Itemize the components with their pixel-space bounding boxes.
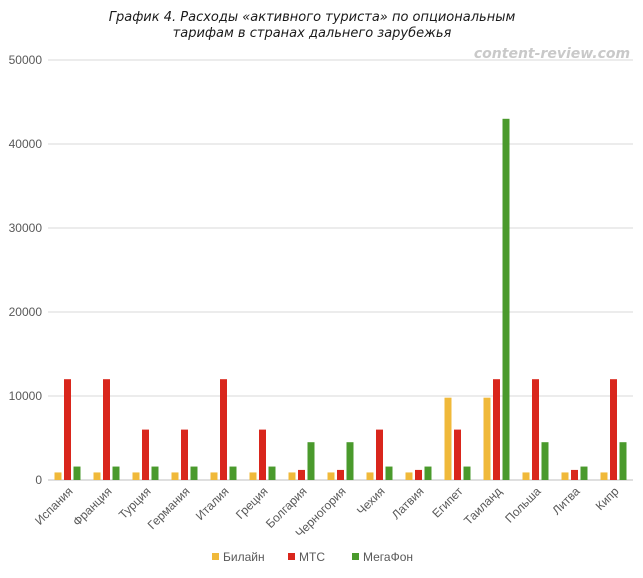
bar-МегаФон-Болгария: [307, 442, 315, 480]
bar-МегаФон-Латвия: [424, 466, 432, 480]
bar-МегаФон-Италия: [229, 466, 237, 480]
chart-title-line-2: тарифам в странах дальнего зарубежья: [173, 26, 452, 41]
chart-title-line-1: График 4. Расходы «активного туриста» по…: [109, 10, 516, 25]
gridlines: [48, 59, 633, 481]
bar-Билайн-Польша: [522, 472, 530, 480]
legend: Билайн МТС МегаФон: [212, 550, 413, 564]
x-tick-label-Чехия: Чехия: [354, 484, 388, 518]
bar-МТС-Черногория: [337, 469, 344, 480]
bar-МегаФон-Черногория: [346, 442, 354, 480]
bar-МегаФон-Таиланд: [502, 118, 510, 481]
bar-МТС-Латвия: [415, 469, 422, 480]
bar-МегаФон-Чехия: [385, 466, 393, 480]
x-tick-label-Латвия: Латвия: [389, 484, 427, 522]
legend-label-МегаФон: МегаФон: [363, 550, 413, 564]
bar-МТС-Греция: [259, 429, 266, 480]
x-tick-label-Франция: Франция: [70, 484, 115, 529]
legend-label-Билайн: Билайн: [223, 550, 265, 564]
bar-Билайн-Италия: [210, 472, 218, 480]
legend-label-МТС: МТС: [299, 550, 325, 564]
bar-МТС-Франция: [103, 379, 110, 480]
bar-МТС-Литва: [571, 469, 578, 480]
bar-МегаФон-Испания: [73, 466, 81, 480]
bar-МТС-Таиланд: [493, 379, 500, 480]
y-tick-label-40000: 40000: [9, 137, 43, 151]
bar-Билайн-Германия: [171, 472, 179, 480]
bar-Билайн-Кипр: [600, 472, 608, 480]
x-tick-label-Греция: Греция: [233, 484, 271, 522]
bar-Билайн-Франция: [93, 472, 101, 480]
x-tick-label-Испания: Испания: [32, 484, 76, 528]
x-tick-label-Польша: Польша: [502, 484, 544, 526]
bar-МегаФон-Польша: [541, 442, 549, 480]
legend-swatch-МТС: [288, 553, 295, 560]
bar-МТС-Италия: [220, 379, 227, 480]
y-tick-label-50000: 50000: [9, 53, 43, 67]
legend-swatch-МегаФон: [352, 553, 359, 560]
bar-Билайн-Греция: [249, 472, 257, 480]
bar-МегаФон-Литва: [580, 466, 588, 480]
y-tick-label-0: 0: [35, 473, 42, 487]
bar-МегаФон-Кипр: [619, 442, 627, 480]
y-tick-label-10000: 10000: [9, 389, 43, 403]
bar-МТС-Болгария: [298, 469, 305, 480]
watermark-text: content-review.com: [474, 46, 630, 62]
bar-Билайн-Таиланд: [483, 397, 491, 480]
bar-Билайн-Черногория: [327, 472, 335, 480]
x-tick-label-Литва: Литва: [549, 484, 582, 517]
bar-МТС-Кипр: [610, 379, 617, 480]
bar-Билайн-Турция: [132, 472, 140, 480]
y-tick-label-30000: 30000: [9, 221, 43, 235]
legend-swatch-Билайн: [212, 553, 219, 560]
bar-МегаФон-Турция: [151, 466, 159, 480]
bar-Билайн-Египет: [444, 397, 452, 480]
x-tick-label-Египет: Египет: [429, 484, 466, 521]
bar-МегаФон-Германия: [190, 466, 198, 480]
bar-Билайн-Чехия: [366, 472, 374, 480]
bar-МТС-Чехия: [376, 429, 383, 480]
x-tick-label-Таиланд: Таиланд: [461, 484, 504, 527]
bar-МТС-Египет: [454, 429, 461, 480]
bar-МТС-Турция: [142, 429, 149, 480]
bar-Билайн-Литва: [561, 472, 569, 480]
bar-МТС-Испания: [64, 379, 71, 480]
x-tick-label-Кипр: Кипр: [593, 484, 622, 513]
x-tick-label-Германия: Германия: [145, 484, 193, 532]
bar-Билайн-Испания: [54, 472, 62, 480]
x-tick-label-Турция: Турция: [116, 484, 154, 522]
bar-МегаФон-Франция: [112, 466, 120, 480]
x-tick-label-Италия: Италия: [193, 484, 232, 523]
bar-Билайн-Латвия: [405, 472, 413, 480]
bar-МТС-Германия: [181, 429, 188, 480]
bar-МегаФон-Египет: [463, 466, 471, 480]
bar-МегаФон-Греция: [268, 466, 276, 480]
bar-МТС-Польша: [532, 379, 539, 480]
bars: [54, 118, 627, 481]
y-tick-label-20000: 20000: [9, 305, 43, 319]
bar-Билайн-Болгария: [288, 472, 296, 480]
y-axis-ticks: 0 10000 20000 30000 40000 50000: [9, 53, 43, 487]
